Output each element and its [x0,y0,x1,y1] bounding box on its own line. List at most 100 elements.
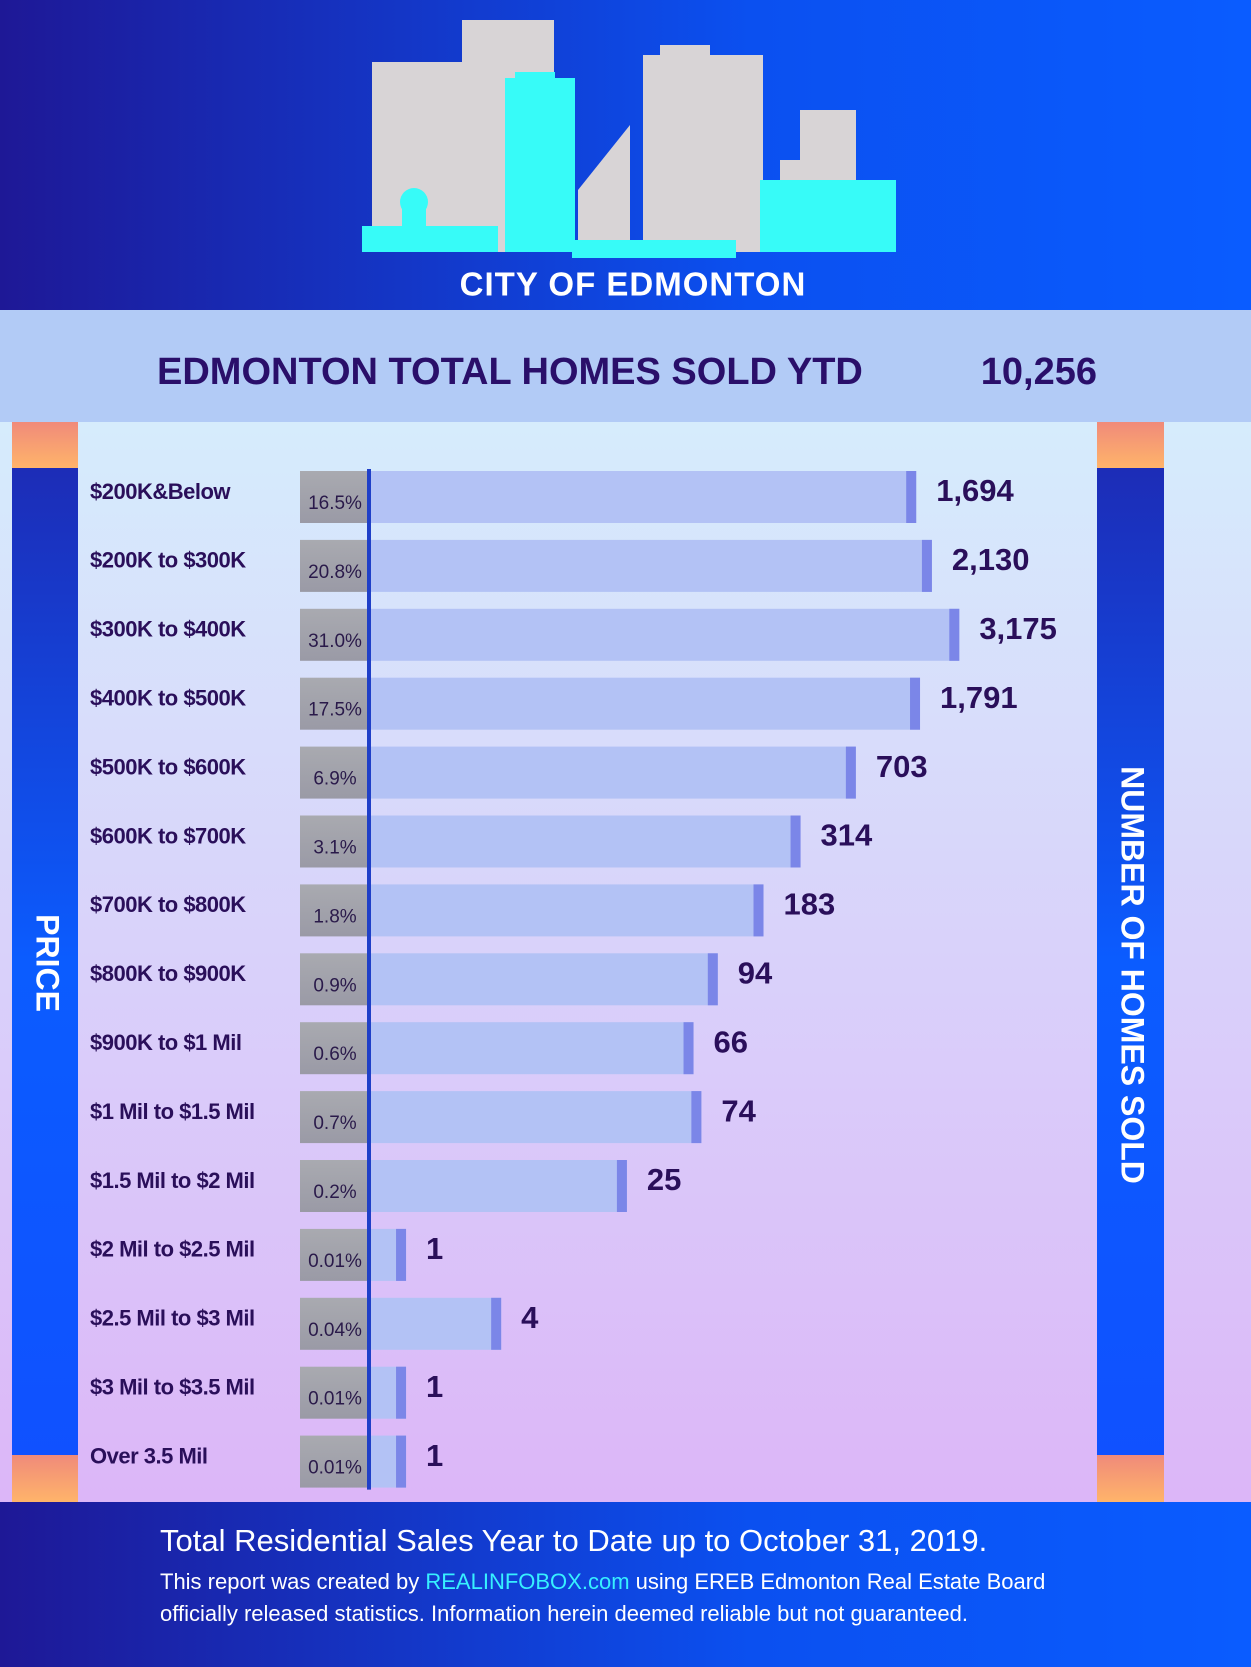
percent-box [300,471,367,523]
strip-cap [12,1455,78,1502]
bar-cap [753,884,764,937]
percent-label: 0.6% [313,1044,356,1065]
bar [371,746,856,799]
percent-label: 0.04% [308,1320,362,1341]
category-label: $200K&Below [90,479,231,504]
category-label: $600K to $700K [90,823,246,848]
title-band [0,310,1251,422]
value-label: 4 [521,1300,539,1335]
percent-box [300,815,367,868]
bar [371,815,801,868]
bar-cap [707,953,718,1006]
value-label: 183 [784,887,836,922]
percent-box [300,1435,367,1488]
percent-box [300,539,367,592]
value-label: 94 [738,955,773,990]
category-label: $400K to $500K [90,686,246,711]
bar [371,471,917,523]
footer-headline: Total Residential Sales Year to Date up … [160,1523,987,1558]
percent-label: 0.9% [313,975,356,996]
footer-bg [0,1502,1251,1667]
left-strip [12,422,78,1502]
percent-box [300,1160,367,1212]
bar [371,1297,502,1350]
bar-cap [396,1228,407,1281]
value-label: 1 [426,1438,443,1473]
header-title: CITY OF EDMONTON [460,266,807,303]
footer-link: REALINFOBOX.com [425,1569,629,1594]
percent-label: 0.2% [313,1182,356,1203]
category-label: $2.5 Mil to $3 Mil [90,1306,255,1331]
percent-label: 16.5% [308,493,362,514]
percent-box [300,1228,367,1281]
y-axis-label: PRICE [30,914,66,1012]
category-label: $200K to $300K [90,548,246,573]
bar [371,884,764,937]
bar-cap [921,539,932,592]
bar [371,539,932,592]
percent-label: 0.01% [308,1389,362,1410]
bar-cap [396,1366,407,1419]
value-label: 703 [876,749,928,784]
bar-cap [845,746,856,799]
x-axis-label: NUMBER OF HOMES SOLD [1115,766,1151,1184]
bar-cap [910,677,921,730]
category-label: $800K to $900K [90,961,246,986]
percent-box [300,608,367,661]
value-label: 25 [647,1162,681,1197]
value-label: 3,175 [979,611,1057,646]
total-value: 10,256 [981,351,1097,393]
skyline [362,20,896,258]
value-label: 314 [821,818,873,853]
category-label: $300K to $400K [90,617,246,642]
category-label: $2 Mil to $2.5 Mil [90,1237,255,1262]
percent-box [300,953,367,1006]
category-label: $500K to $600K [90,754,246,779]
bar [371,1022,694,1075]
percent-label: 0.01% [308,1251,362,1272]
bar-cap [616,1160,627,1212]
strip-cap [1097,1455,1164,1502]
percent-box [300,746,367,799]
footer-line: officially released statistics. Informat… [160,1601,968,1626]
value-label: 1,791 [940,680,1018,715]
footer-text: This report was created by [160,1569,419,1594]
percent-label: 0.01% [308,1458,362,1479]
percent-label: 3.1% [313,838,356,859]
percent-label: 31.0% [308,631,362,652]
percent-box [300,1091,367,1144]
right-strip [1097,422,1164,1502]
bar-cap [491,1297,502,1350]
bar [371,953,718,1006]
category-label: $1.5 Mil to $2 Mil [90,1168,255,1193]
percent-box [300,1366,367,1419]
percent-box [300,677,367,730]
category-label: $900K to $1 Mil [90,1030,241,1055]
value-label: 1 [426,1231,443,1266]
percent-label: 6.9% [313,769,356,790]
strip-cap [1097,422,1164,468]
category-label: $700K to $800K [90,892,246,917]
bar-cap [949,608,960,661]
strip-cap [12,422,78,468]
value-label: 1 [426,1369,443,1404]
category-label: Over 3.5 Mil [90,1443,208,1468]
percent-label: 17.5% [308,700,362,721]
bar [371,1091,702,1144]
footer-text: using EREB Edmonton Real Estate Board [636,1569,1046,1594]
bar-cap [691,1091,702,1144]
category-label: $3 Mil to $3.5 Mil [90,1375,255,1400]
bar [371,677,921,730]
percent-box [300,1297,367,1350]
bar [371,1160,627,1212]
bar-cap [683,1022,694,1075]
bar-cap [790,815,801,868]
bar-cap [396,1435,407,1488]
percent-label: 20.8% [308,562,362,583]
category-label: $1 Mil to $1.5 Mil [90,1099,255,1124]
percent-box [300,884,367,937]
bar-cap [906,471,917,523]
percent-label: 0.7% [313,1113,356,1134]
value-label: 66 [714,1024,748,1059]
